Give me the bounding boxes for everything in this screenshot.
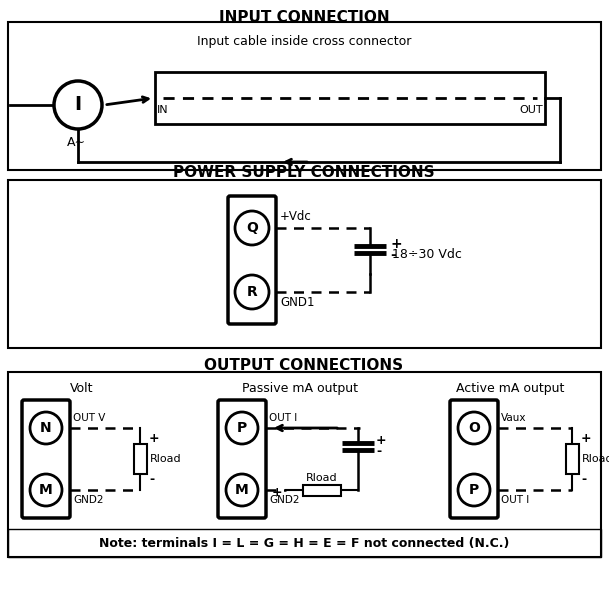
Text: Rload: Rload (306, 473, 338, 483)
Bar (8, 529, 601, 557)
Text: OUT V: OUT V (73, 413, 105, 423)
Text: IN: IN (157, 105, 169, 115)
Bar (8, 22, 601, 170)
Circle shape (226, 474, 258, 506)
FancyBboxPatch shape (218, 400, 266, 518)
Text: +: + (581, 431, 591, 444)
Text: P: P (469, 483, 479, 497)
Text: GND2: GND2 (269, 495, 300, 505)
Text: I: I (74, 96, 82, 114)
Text: +: + (272, 486, 282, 499)
Text: +: + (149, 431, 160, 444)
Text: M: M (235, 483, 249, 497)
Text: Note: terminals I = L = G = H = E = F not connected (N.C.): Note: terminals I = L = G = H = E = F no… (99, 537, 509, 550)
Circle shape (235, 211, 269, 245)
Text: GND2: GND2 (73, 495, 104, 505)
Text: M: M (39, 483, 53, 497)
Text: +Vdc: +Vdc (280, 209, 312, 223)
Text: GND1: GND1 (280, 296, 314, 308)
Bar (8, 372, 601, 557)
Text: -: - (149, 474, 154, 487)
Bar (566, 444, 579, 474)
Text: Passive mA output: Passive mA output (242, 382, 358, 395)
Bar (303, 484, 341, 496)
Text: -: - (376, 446, 381, 459)
Text: Q: Q (246, 221, 258, 235)
Text: -: - (581, 474, 586, 487)
Text: OUT I: OUT I (269, 413, 297, 423)
Text: A~: A~ (66, 136, 85, 149)
Text: Volt: Volt (70, 382, 94, 395)
Text: O: O (468, 421, 480, 435)
FancyBboxPatch shape (450, 400, 498, 518)
Text: Input cable inside cross connector: Input cable inside cross connector (197, 35, 411, 48)
Text: OUTPUT CONNECTIONS: OUTPUT CONNECTIONS (205, 358, 404, 373)
Circle shape (235, 275, 269, 309)
Text: 18÷30 Vdc: 18÷30 Vdc (392, 248, 462, 261)
Text: OUT I: OUT I (501, 495, 529, 505)
Text: +: + (376, 434, 387, 447)
FancyBboxPatch shape (22, 400, 70, 518)
Text: +: + (390, 237, 401, 251)
Circle shape (458, 412, 490, 444)
Bar (133, 444, 147, 474)
Circle shape (30, 474, 62, 506)
Text: -: - (390, 248, 396, 262)
Bar (8, 180, 601, 348)
Text: INPUT CONNECTION: INPUT CONNECTION (219, 10, 389, 25)
Text: Rload: Rload (582, 454, 609, 464)
Text: Rload: Rload (150, 454, 181, 464)
Text: OUT: OUT (519, 105, 543, 115)
FancyBboxPatch shape (228, 196, 276, 324)
Text: Active mA output: Active mA output (456, 382, 564, 395)
Circle shape (226, 412, 258, 444)
Text: P: P (237, 421, 247, 435)
Circle shape (54, 81, 102, 129)
Circle shape (30, 412, 62, 444)
Bar (155, 72, 545, 124)
Text: Vaux: Vaux (501, 413, 527, 423)
Circle shape (458, 474, 490, 506)
Text: R: R (247, 285, 258, 299)
Text: POWER SUPPLY CONNECTIONS: POWER SUPPLY CONNECTIONS (173, 165, 435, 180)
Text: N: N (40, 421, 52, 435)
